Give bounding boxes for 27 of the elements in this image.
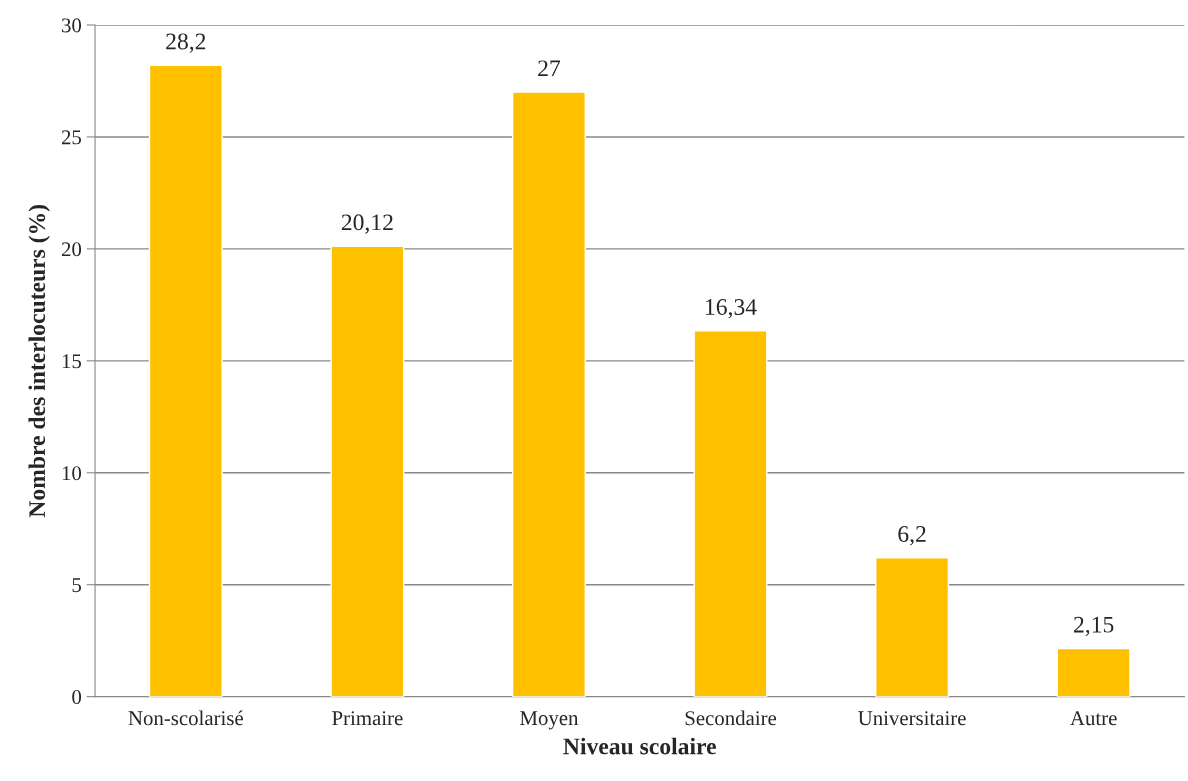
y-tick-label: 30 [62,18,82,33]
bar [148,64,223,697]
x-tick-label: Primaire [332,711,403,726]
bar [330,245,405,697]
data-label: 16,34 [706,299,757,319]
y-tick-label: 0 [72,690,82,705]
bar [511,91,586,697]
x-tick-label: Autre [1070,711,1117,726]
bar [1056,647,1131,697]
x-tick-label: Non-scolarisé [128,710,243,726]
data-label: 20,12 [341,214,393,234]
x-tick-label: Moyen [520,711,579,730]
y-tick-label: 20 [61,242,82,257]
x-tick-label: Universitaire [858,711,966,726]
y-tick-label: 15 [62,354,82,369]
bar [875,557,950,697]
y-tick-label: 5 [72,578,82,593]
data-label: 27 [538,60,561,77]
x-axis-title: Niveau scolaire [563,737,716,755]
y-tick-label: 25 [61,130,82,145]
data-label: 2,15 [1074,616,1114,637]
data-label: 28,2 [166,33,206,53]
x-tick-label: Secondaire [685,710,777,726]
data-label: 6,2 [898,526,926,546]
y-axis-title: Nombre des interlocuteurs (%) [28,205,50,518]
bar [693,330,768,697]
y-tick-label: 10 [62,466,82,481]
